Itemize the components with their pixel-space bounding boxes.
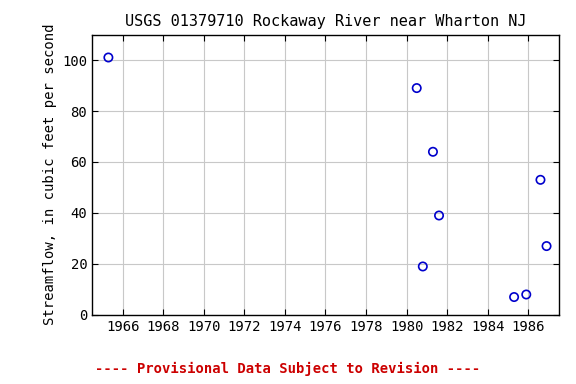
Point	[418, 263, 427, 270]
Point	[510, 294, 519, 300]
Point	[536, 177, 545, 183]
Y-axis label: Streamflow, in cubic feet per second: Streamflow, in cubic feet per second	[43, 24, 56, 326]
Point	[434, 212, 444, 218]
Point	[522, 291, 531, 298]
Title: USGS 01379710 Rockaway River near Wharton NJ: USGS 01379710 Rockaway River near Wharto…	[124, 14, 526, 29]
Point	[429, 149, 438, 155]
Point	[104, 55, 113, 61]
Text: ---- Provisional Data Subject to Revision ----: ---- Provisional Data Subject to Revisio…	[96, 362, 480, 376]
Point	[412, 85, 421, 91]
Point	[542, 243, 551, 249]
